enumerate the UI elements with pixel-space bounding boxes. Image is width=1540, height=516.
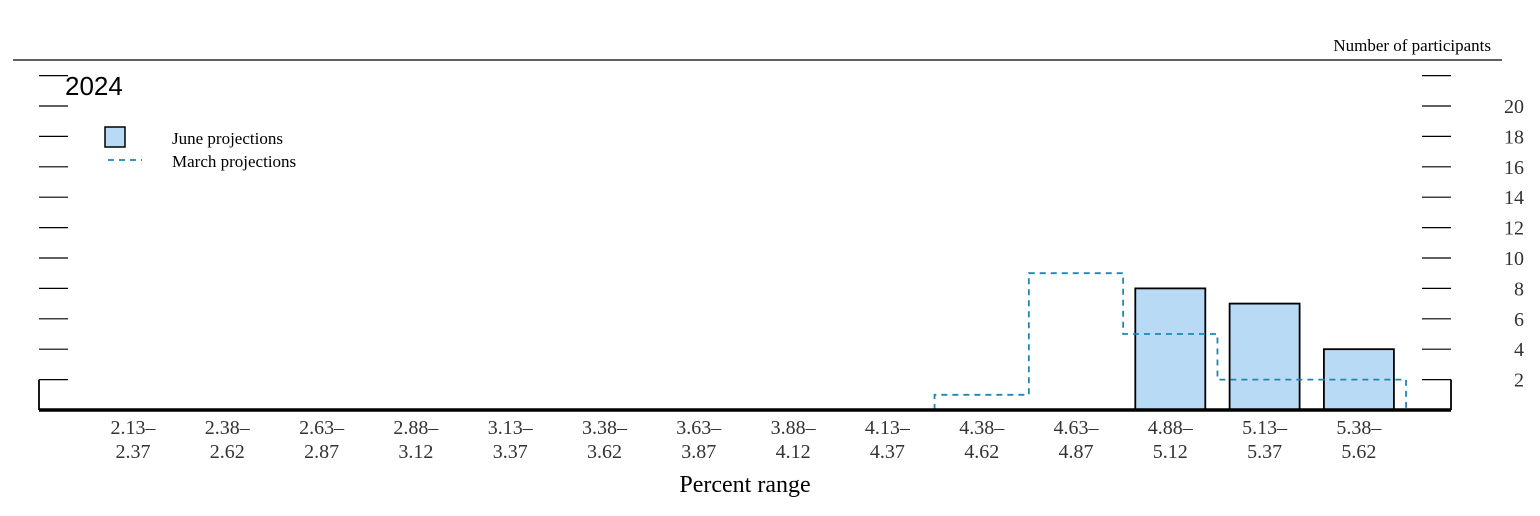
bar-june — [1134, 287, 1207, 411]
x-tick-label-top: 2.88– — [393, 417, 439, 439]
x-tick-label-bottom: 5.37 — [1247, 441, 1282, 463]
x-tick-label-bottom: 3.62 — [587, 441, 622, 463]
y-tick-label: 18 — [1504, 126, 1524, 148]
y-tick-label: 8 — [1514, 278, 1524, 300]
bars — [1134, 287, 1395, 411]
x-tick-label-top: 4.38– — [959, 417, 1005, 439]
y-tick-label: 6 — [1514, 309, 1524, 331]
x-tick-label-bottom: 4.37 — [870, 441, 905, 463]
x-tick-label-top: 2.63– — [299, 417, 345, 439]
bar-june — [1228, 302, 1301, 411]
x-tick-label-top: 3.38– — [582, 417, 628, 439]
x-tick-label-top: 4.63– — [1054, 417, 1100, 439]
x-tick-label-top: 3.88– — [771, 417, 817, 439]
x-tick-label-top: 5.38– — [1336, 417, 1382, 439]
x-tick-label-bottom: 2.62 — [210, 441, 245, 463]
legend-swatch-june — [104, 126, 126, 148]
y-tick-label: 20 — [1504, 96, 1524, 118]
x-tick-label-bottom: 2.87 — [304, 441, 339, 463]
x-tick-label-bottom: 3.87 — [681, 441, 716, 463]
x-tick-label-bottom: 4.62 — [964, 441, 999, 463]
x-tick-label-top: 4.88– — [1148, 417, 1194, 439]
x-tick-label-bottom: 2.37 — [116, 441, 151, 463]
axes — [38, 379, 1452, 412]
y-ticks: 2 4 6 8 10 12 14 16 18 20 — [39, 74, 1524, 392]
x-tick-label-top: 3.63– — [676, 417, 722, 439]
x-tick-label-bottom: 5.12 — [1153, 441, 1188, 463]
x-axis-label: Percent range — [679, 472, 810, 498]
y-tick-label: 2 — [1514, 370, 1524, 392]
x-tick-label-top: 2.13– — [111, 417, 157, 439]
y-tick-label: 10 — [1504, 248, 1524, 270]
x-tick-label-bottom: 3.37 — [493, 441, 528, 463]
legend: June projections March projections — [104, 126, 296, 171]
chart-title: 2024 — [65, 71, 123, 101]
y-tick-label: 16 — [1504, 157, 1524, 179]
bar-june — [1323, 348, 1395, 411]
y-tick-label: 12 — [1504, 218, 1524, 240]
x-tick-label-top: 3.13– — [488, 417, 534, 439]
x-tick-label-bottom: 4.12 — [776, 441, 811, 463]
category-labels: 2.13–2.37 2.38–2.62 2.63–2.87 2.88–3.12 3.13… — [111, 417, 1383, 463]
legend-label-march: March projections — [172, 152, 296, 171]
x-tick-label-top: 4.13– — [865, 417, 911, 439]
x-tick-label-bottom: 3.12 — [398, 441, 433, 463]
march-series — [933, 272, 1407, 410]
x-tick-label-top: 5.13– — [1242, 417, 1288, 439]
legend-label-june: June projections — [172, 129, 283, 148]
x-tick-label-bottom: 5.62 — [1341, 441, 1376, 463]
y-tick-label: 14 — [1504, 187, 1524, 209]
march-step-line — [933, 272, 1407, 410]
y-axis-label: Number of participants — [1333, 36, 1491, 55]
y-tick-label: 4 — [1514, 339, 1524, 361]
x-tick-label-top: 2.38– — [205, 417, 251, 439]
x-tick-label-bottom: 4.87 — [1059, 441, 1094, 463]
